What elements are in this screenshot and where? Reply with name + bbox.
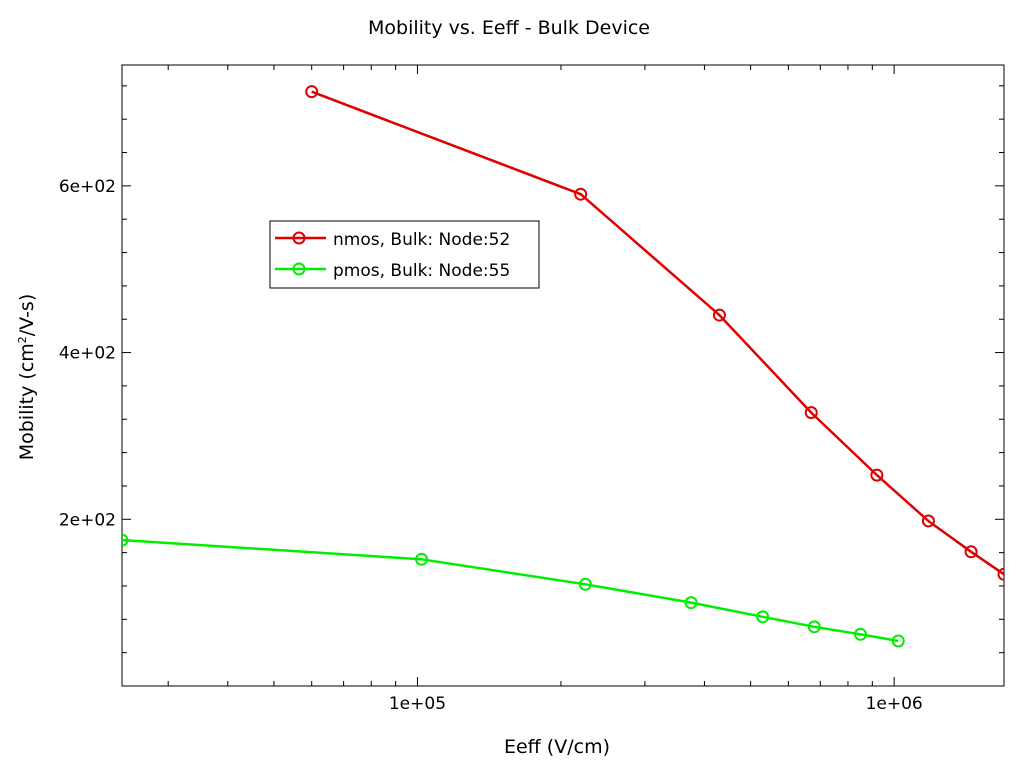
y-tick-label: 2e+02 xyxy=(59,510,116,530)
data-point-pmos xyxy=(415,552,429,566)
x-axis-ticks xyxy=(167,65,895,686)
y-tick-label: 4e+02 xyxy=(59,344,116,364)
y-axis-label-tail: /V-s) xyxy=(16,294,38,336)
data-point-pmos xyxy=(578,577,592,591)
x-tick-labels: 1e+05 1e+06 xyxy=(389,694,923,714)
legend-label-pmos: pmos, Bulk: Node:55 xyxy=(333,261,510,281)
y-axis-label-main: Mobility (cm xyxy=(16,343,38,460)
data-point-nmos xyxy=(997,567,1004,581)
data-point-nmos xyxy=(964,545,978,559)
data-point-pmos xyxy=(854,627,868,641)
x-tick-label: 1e+05 xyxy=(389,694,446,714)
y-axis-label-superscript: 2 xyxy=(16,336,29,343)
data-point-nmos xyxy=(305,85,319,99)
data-point-pmos xyxy=(122,533,129,547)
data-point-nmos xyxy=(574,187,588,201)
data-point-pmos xyxy=(756,610,770,624)
legend-box xyxy=(269,220,540,289)
legend-swatch-marker xyxy=(292,231,306,245)
x-axis-label: Eeff (V/cm) xyxy=(504,736,610,758)
y-axis-ticks xyxy=(122,85,1004,654)
data-point-nmos xyxy=(804,406,818,420)
data-point-pmos xyxy=(807,620,821,634)
plot-area xyxy=(121,64,1005,687)
data-point-nmos xyxy=(712,308,726,322)
legend-entry-pmos: pmos, Bulk: Node:55 xyxy=(275,261,510,281)
data-point-nmos xyxy=(921,514,935,528)
y-axis-label: Mobility (cm2/V-s) xyxy=(16,294,38,460)
chart-title: Mobility vs. Eeff - Bulk Device xyxy=(368,17,650,39)
legend-entry-nmos: nmos, Bulk: Node:52 xyxy=(275,230,510,250)
legend-label-nmos: nmos, Bulk: Node:52 xyxy=(333,230,510,250)
y-tick-label: 6e+02 xyxy=(59,177,116,197)
series-line-pmos xyxy=(122,538,899,643)
data-point-nmos xyxy=(870,468,884,482)
x-tick-label: 1e+06 xyxy=(866,694,923,714)
legend: nmos, Bulk: Node:52 pmos, Bulk: Node:55 xyxy=(269,220,540,289)
series-line-nmos xyxy=(311,90,1004,576)
series-layer xyxy=(122,85,1004,648)
data-point-pmos xyxy=(684,596,698,610)
legend-swatch-marker xyxy=(292,262,306,276)
y-tick-labels: 2e+02 4e+02 6e+02 xyxy=(59,177,116,530)
data-point-pmos xyxy=(891,634,905,648)
plot-frame xyxy=(121,64,1005,687)
